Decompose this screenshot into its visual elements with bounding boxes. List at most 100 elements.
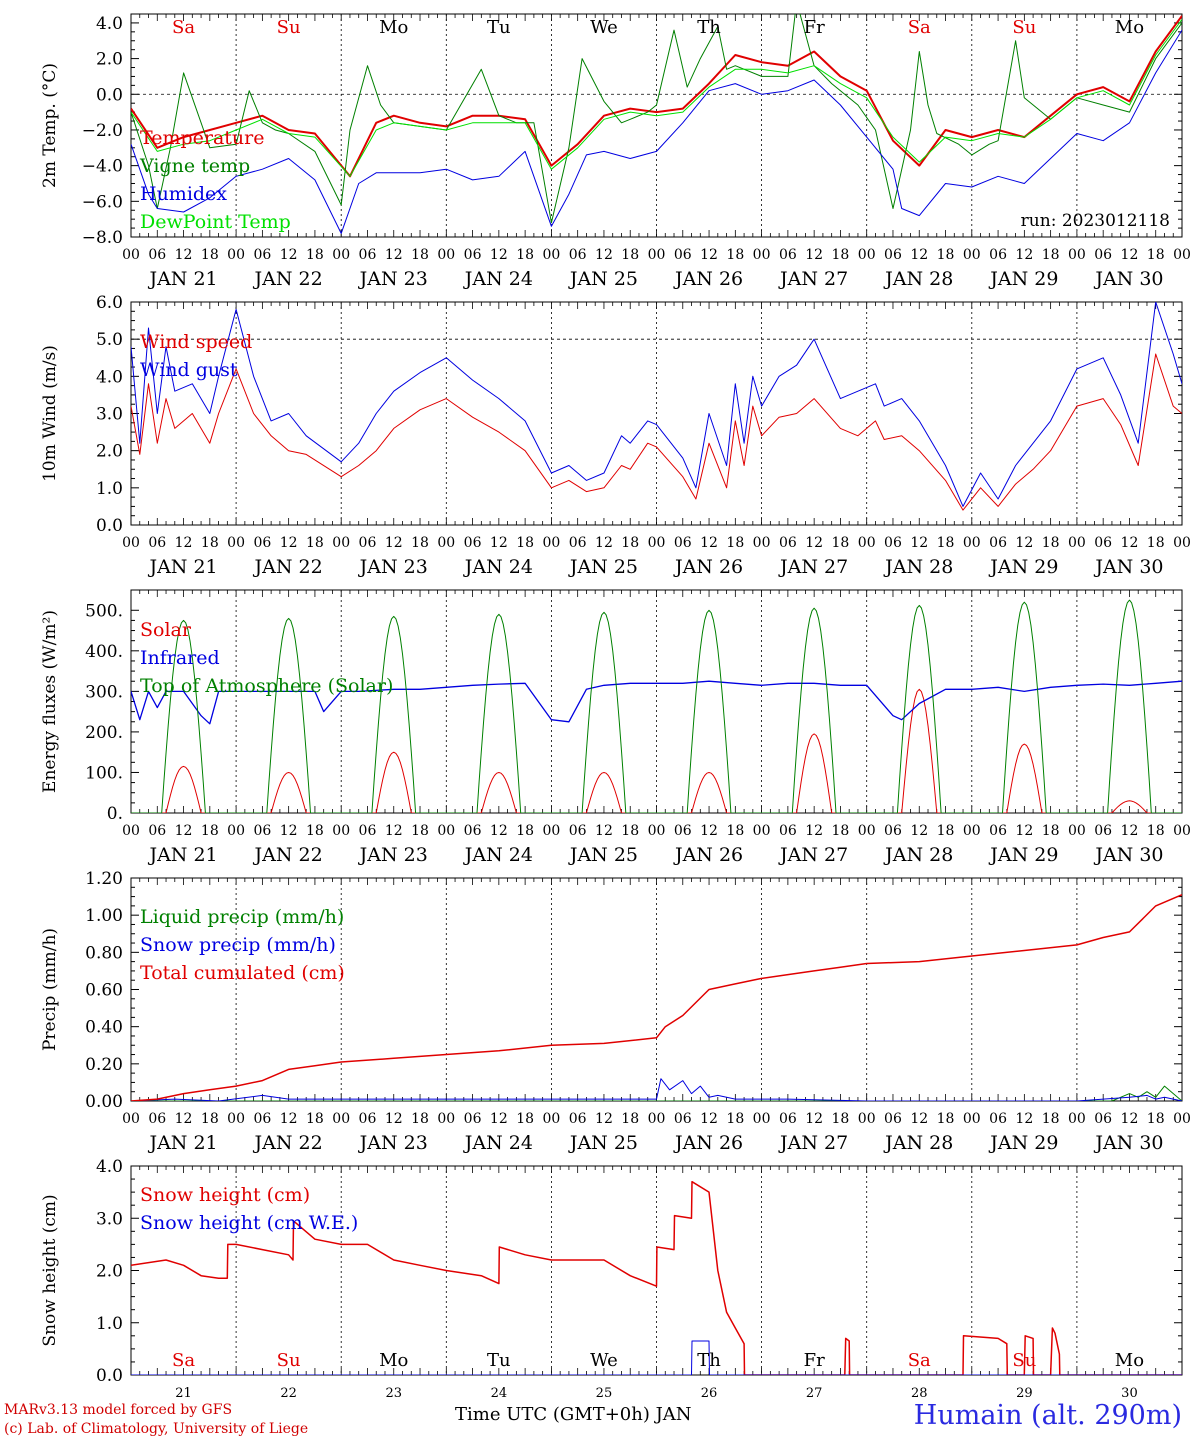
series-line-dewpoint-temp bbox=[131, 19, 1182, 177]
date-label: JAN 25 bbox=[568, 268, 638, 290]
series-line-snow-precip-mm-h bbox=[131, 1078, 1182, 1101]
hour-tick-label: 00 bbox=[753, 1111, 771, 1127]
date-label: JAN 27 bbox=[778, 1132, 848, 1154]
hour-tick-label: 00 bbox=[1173, 535, 1191, 551]
y-tick-label: −2.0 bbox=[82, 121, 123, 141]
hour-tick-label: 00 bbox=[1068, 1111, 1086, 1127]
hour-tick-label: 00 bbox=[753, 247, 771, 263]
hour-tick-label: 06 bbox=[464, 823, 482, 839]
date-label: JAN 27 bbox=[778, 844, 848, 866]
hour-tick-label: 12 bbox=[385, 247, 403, 263]
day-number-label: 29 bbox=[1016, 1386, 1033, 1401]
legend-entry: Wind speed bbox=[140, 331, 252, 353]
date-label: JAN 26 bbox=[673, 1132, 743, 1154]
y-tick-label: 0.00 bbox=[85, 1092, 123, 1112]
hour-tick-label: 00 bbox=[858, 823, 876, 839]
hour-tick-label: 06 bbox=[1094, 535, 1112, 551]
y-tick-label: −6.0 bbox=[82, 192, 123, 212]
hour-tick-label: 12 bbox=[1015, 823, 1033, 839]
hour-tick-label: 12 bbox=[1015, 1111, 1033, 1127]
hour-tick-label: 00 bbox=[648, 823, 666, 839]
legend-entry: Snow precip (mm/h) bbox=[140, 934, 336, 956]
hour-tick-label: 18 bbox=[621, 535, 639, 551]
hour-tick-label: 12 bbox=[1015, 535, 1033, 551]
hour-tick-label: 18 bbox=[937, 247, 955, 263]
date-label: JAN 26 bbox=[673, 556, 743, 578]
y-tick-label: 1.0 bbox=[96, 479, 123, 499]
hour-tick-label: 06 bbox=[674, 535, 692, 551]
hour-tick-label: 06 bbox=[359, 823, 377, 839]
weekday-label: Sa bbox=[908, 17, 931, 38]
day-number-label: 28 bbox=[911, 1386, 928, 1401]
date-label: JAN 29 bbox=[988, 844, 1058, 866]
y-tick-label: 6.0 bbox=[96, 293, 123, 313]
hour-tick-label: 18 bbox=[516, 535, 534, 551]
hour-tick-label: 06 bbox=[779, 823, 797, 839]
hour-tick-label: 18 bbox=[306, 535, 324, 551]
hour-tick-label: 18 bbox=[1147, 823, 1165, 839]
hour-tick-label: 18 bbox=[411, 247, 429, 263]
date-label: JAN 29 bbox=[988, 556, 1058, 578]
hour-tick-label: 06 bbox=[148, 1111, 166, 1127]
hour-tick-label: 06 bbox=[464, 247, 482, 263]
weekday-label: Su bbox=[1012, 1350, 1036, 1371]
hour-tick-label: 12 bbox=[910, 247, 928, 263]
hour-tick-label: 18 bbox=[306, 247, 324, 263]
day-number-label: 24 bbox=[491, 1386, 508, 1401]
hour-tick-label: 12 bbox=[1121, 247, 1139, 263]
series-line-snow-height-cm-w-e bbox=[131, 1340, 1182, 1375]
hour-tick-label: 12 bbox=[1015, 247, 1033, 263]
hour-tick-label: 06 bbox=[148, 823, 166, 839]
day-number-label: 26 bbox=[701, 1386, 718, 1401]
y-tick-label: 5.0 bbox=[96, 330, 123, 350]
hour-tick-label: 00 bbox=[648, 1111, 666, 1127]
y-tick-label: −8.0 bbox=[82, 228, 123, 248]
hour-tick-label: 00 bbox=[332, 535, 350, 551]
date-label: JAN 23 bbox=[358, 268, 428, 290]
hour-tick-label: 00 bbox=[332, 247, 350, 263]
series-group bbox=[131, 14, 1182, 234]
day-number-label: 25 bbox=[596, 1386, 613, 1401]
hour-tick-label: 06 bbox=[1094, 823, 1112, 839]
hour-tick-label: 18 bbox=[411, 1111, 429, 1127]
y-tick-label: 2.0 bbox=[96, 442, 123, 462]
hour-tick-label: 18 bbox=[1042, 1111, 1060, 1127]
legend-entry: Temperature bbox=[140, 127, 264, 149]
hour-tick-label: 12 bbox=[175, 823, 193, 839]
hour-tick-label: 12 bbox=[910, 535, 928, 551]
date-label: JAN 26 bbox=[673, 268, 743, 290]
day-number-label: 21 bbox=[175, 1386, 192, 1401]
hour-tick-label: 18 bbox=[937, 1111, 955, 1127]
hour-tick-label: 00 bbox=[542, 535, 560, 551]
hour-tick-label: 12 bbox=[805, 1111, 823, 1127]
hour-tick-label: 00 bbox=[753, 535, 771, 551]
hour-tick-label: 00 bbox=[437, 247, 455, 263]
hour-tick-label: 00 bbox=[858, 1111, 876, 1127]
hour-tick-label: 12 bbox=[385, 1111, 403, 1127]
y-tick-label: 1.20 bbox=[85, 869, 123, 889]
y-axis-label: Snow height (cm) bbox=[40, 1194, 60, 1346]
hour-tick-label: 18 bbox=[937, 823, 955, 839]
series-line-humidex bbox=[131, 29, 1182, 234]
hour-tick-label: 06 bbox=[989, 1111, 1007, 1127]
y-tick-label: 2.0 bbox=[96, 1262, 123, 1282]
weekday-label: Tu bbox=[487, 17, 511, 38]
hour-tick-label: 18 bbox=[306, 1111, 324, 1127]
hour-tick-label: 18 bbox=[832, 247, 850, 263]
hour-tick-label: 06 bbox=[253, 1111, 271, 1127]
hour-tick-label: 00 bbox=[227, 535, 245, 551]
date-label: JAN 28 bbox=[883, 556, 953, 578]
hour-tick-label: 18 bbox=[726, 823, 744, 839]
y-axis-label: 10m Wind (m/s) bbox=[40, 345, 60, 482]
hour-tick-label: 00 bbox=[648, 247, 666, 263]
date-label: JAN 24 bbox=[463, 268, 533, 290]
hour-tick-label: 12 bbox=[490, 823, 508, 839]
date-label: JAN 23 bbox=[358, 1132, 428, 1154]
hour-tick-label: 06 bbox=[253, 247, 271, 263]
y-tick-label: 0.80 bbox=[85, 943, 123, 963]
y-tick-label: 3.0 bbox=[96, 405, 123, 425]
hour-tick-label: 00 bbox=[437, 1111, 455, 1127]
y-axis-label: 2m Temp. (°C) bbox=[40, 63, 60, 188]
hour-tick-label: 18 bbox=[621, 1111, 639, 1127]
hour-tick-label: 06 bbox=[1094, 1111, 1112, 1127]
